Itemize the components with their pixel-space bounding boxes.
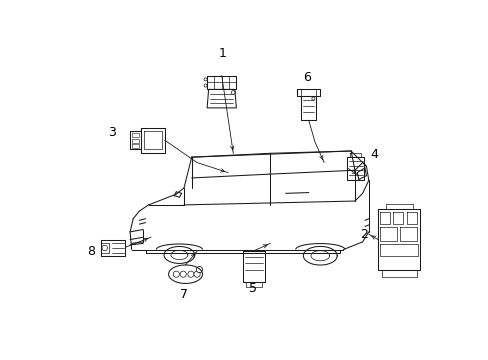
Circle shape (311, 97, 314, 100)
Text: 6: 6 (303, 71, 310, 84)
Circle shape (196, 266, 202, 273)
Text: 5: 5 (249, 282, 257, 294)
Text: 2: 2 (360, 228, 367, 240)
Text: 7: 7 (180, 288, 187, 301)
Text: 1: 1 (218, 48, 226, 60)
Circle shape (102, 245, 107, 251)
Text: 3: 3 (107, 126, 115, 139)
Circle shape (194, 271, 200, 277)
Text: 4: 4 (369, 148, 377, 161)
Circle shape (187, 271, 194, 277)
Circle shape (173, 271, 179, 277)
Circle shape (203, 78, 207, 81)
Circle shape (180, 271, 186, 277)
Text: 8: 8 (87, 244, 96, 258)
Circle shape (231, 91, 235, 94)
Circle shape (203, 84, 207, 87)
